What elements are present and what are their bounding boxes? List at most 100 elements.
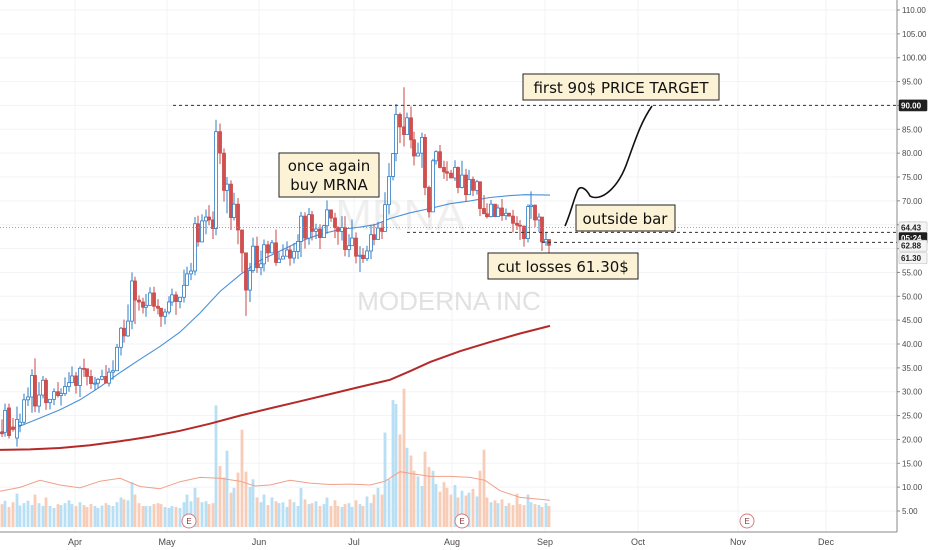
- candle-body-14: [52, 391, 56, 400]
- candle-body-79: [292, 251, 296, 259]
- volume-bar-29: [107, 505, 111, 527]
- candle-body-22: [82, 367, 86, 370]
- time-tick-label-5: Sep: [537, 537, 553, 547]
- volume-bar-93: [343, 504, 347, 527]
- volume-bar-147: [540, 506, 544, 527]
- candle-body-140: [515, 222, 519, 226]
- volume-bar-119: [438, 491, 442, 527]
- price-label-box-0: [898, 99, 928, 112]
- candle-body-93: [343, 227, 347, 250]
- candle-body-36: [133, 280, 137, 301]
- candle-body-54: [200, 220, 204, 243]
- candle-body-146: [537, 216, 541, 221]
- cut-losses-callout-box: [487, 252, 639, 280]
- candle-body-90: [333, 217, 337, 228]
- candle-body-109: [402, 126, 406, 135]
- volume-bar-122: [449, 494, 453, 527]
- price-label-box-4: [898, 252, 928, 264]
- volume-bar-52: [193, 487, 197, 527]
- volume-bar-24: [89, 504, 93, 527]
- earnings-marker-1: [454, 513, 470, 529]
- candle-body-10: [37, 394, 41, 407]
- candle-body-101: [372, 234, 376, 240]
- volume-bar-69: [255, 497, 259, 527]
- candle-body-139: [511, 215, 515, 224]
- volume-bar-8: [30, 505, 34, 527]
- candle-body-4: [15, 418, 19, 439]
- candle-body-89: [329, 209, 333, 219]
- volume-bar-67: [248, 486, 252, 527]
- candle-body-47: [174, 294, 178, 302]
- volume-bar-2: [7, 506, 11, 527]
- volume-bar-15: [56, 504, 60, 527]
- candle-body-128: [471, 178, 475, 191]
- earnings-marker-label-0: E: [186, 517, 191, 526]
- candle-body-119: [438, 151, 442, 168]
- candle-body-23: [85, 368, 89, 377]
- candle-body-137: [504, 212, 508, 217]
- candle-body-75: [277, 258, 281, 263]
- volume-bar-95: [350, 506, 354, 527]
- candle-body-147: [540, 216, 544, 243]
- volume-bar-134: [493, 500, 497, 527]
- volume-bar-27: [100, 505, 104, 527]
- volume-bar-63: [232, 487, 236, 527]
- volume-bar-4: [15, 493, 19, 527]
- volume-bar-107: [394, 403, 398, 527]
- volume-bar-47: [174, 506, 178, 527]
- candle-body-107: [394, 114, 398, 155]
- volume-bar-108: [398, 434, 402, 527]
- candle-body-98: [361, 254, 365, 259]
- candle-body-38: [141, 301, 145, 308]
- candle-body-120: [442, 167, 446, 173]
- volume-bar-125: [460, 490, 464, 527]
- candle-body-0: [0, 431, 4, 435]
- time-tick-label-1: May: [158, 537, 176, 547]
- price-tick-label-2: 15.00: [902, 459, 923, 468]
- candle-body-125: [460, 174, 464, 188]
- price-axis[interactable]: 5.00 10.00 15.00 20.00 25.00 30.00 35.00 40.00 4…: [896, 0, 932, 550]
- volume-bar-80: [296, 506, 300, 527]
- volume-bar-43: [159, 504, 163, 527]
- buy-callout-line-1: once again: [288, 157, 371, 175]
- volume-bar-20: [74, 506, 78, 527]
- candle-body-50: [185, 273, 189, 286]
- volume-bar-71: [262, 494, 266, 527]
- volume-bar-117: [431, 470, 435, 527]
- candle-body-62: [229, 183, 233, 218]
- volume-bar-110: [405, 447, 409, 527]
- volume-bar-105: [387, 479, 391, 527]
- volume-bar-82: [303, 499, 307, 527]
- volume-bar-49: [182, 502, 186, 527]
- candle-body-78: [288, 249, 292, 259]
- volume-bar-34: [126, 500, 130, 527]
- price-axis-background: [897, 0, 932, 550]
- volume-bar-61: [225, 450, 229, 527]
- price-tick-label-21: 110.00: [902, 6, 926, 15]
- volume-bar-32: [119, 497, 123, 527]
- volume-bar-1: [3, 500, 7, 527]
- candle-body-8: [30, 375, 34, 398]
- volume-bar-7: [26, 500, 30, 527]
- candle-body-34: [126, 320, 130, 337]
- candle-body-113: [416, 152, 420, 157]
- time-axis[interactable]: Apr May Jun Jul Aug Sep Oct Nov Dec: [0, 531, 897, 550]
- volume-bar-70: [259, 502, 263, 527]
- price-tick-label-9: 50.00: [902, 292, 923, 301]
- time-axis-background: [0, 532, 897, 550]
- volume-bar-129: [475, 496, 479, 527]
- candle-body-136: [500, 207, 504, 217]
- earnings-marker-label-2: E: [744, 517, 749, 526]
- volume-bar-146: [537, 505, 541, 527]
- volume-bar-12: [44, 497, 48, 527]
- volume-bar-140: [515, 493, 519, 527]
- candle-body-85: [314, 228, 318, 232]
- earnings-marker-2: [739, 513, 755, 529]
- price-label-text-3: 62.88: [901, 242, 922, 251]
- grid: [0, 0, 897, 532]
- candle-body-31: [115, 346, 119, 372]
- volume-bar-103: [380, 494, 384, 527]
- candle-body-135: [496, 207, 500, 218]
- candle-body-88: [325, 209, 329, 227]
